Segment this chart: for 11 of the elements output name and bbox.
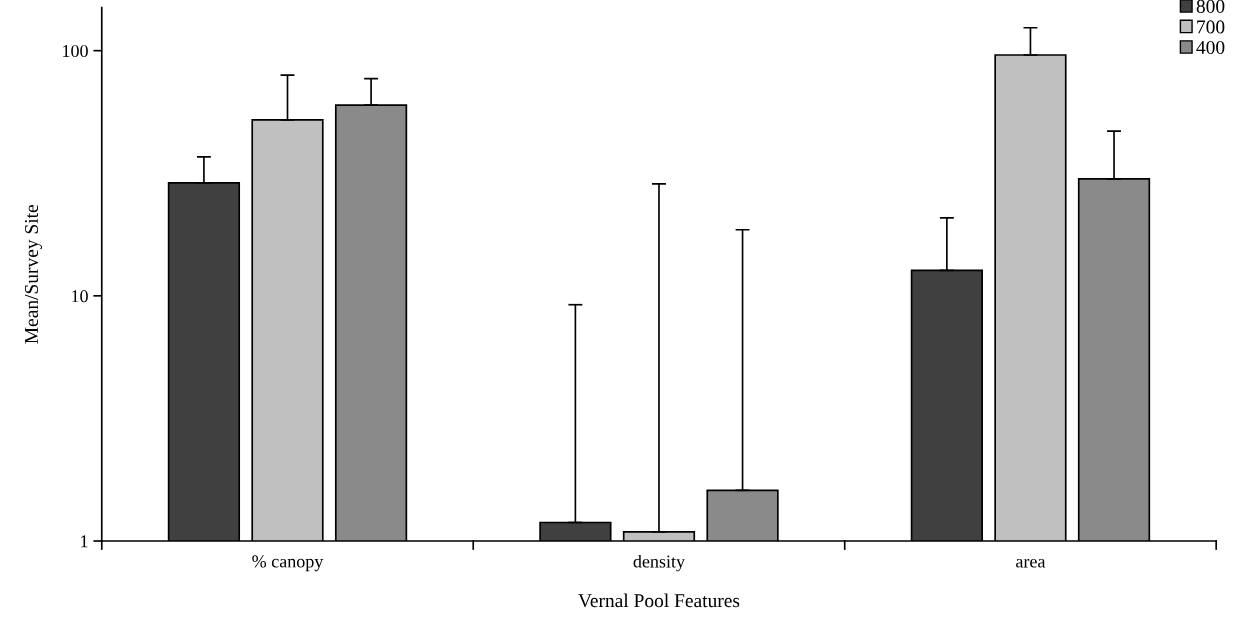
legend-label: 400 <box>1196 40 1225 55</box>
x-axis-title: Vernal Pool Features <box>578 593 740 608</box>
legend-label: 800 <box>1196 0 1225 13</box>
y-tick-label: 1 <box>81 535 88 548</box>
x-tick-label: area <box>1016 558 1046 568</box>
legend-label: 700 <box>1197 20 1225 34</box>
x-tick-label: % canopy <box>252 555 324 572</box>
y-axis-title: Mean/Survey Site <box>24 204 43 344</box>
y-tick-label: 100 <box>63 44 88 58</box>
y-tick-label: 10 <box>72 290 88 303</box>
x-tick-label: density <box>633 554 685 572</box>
